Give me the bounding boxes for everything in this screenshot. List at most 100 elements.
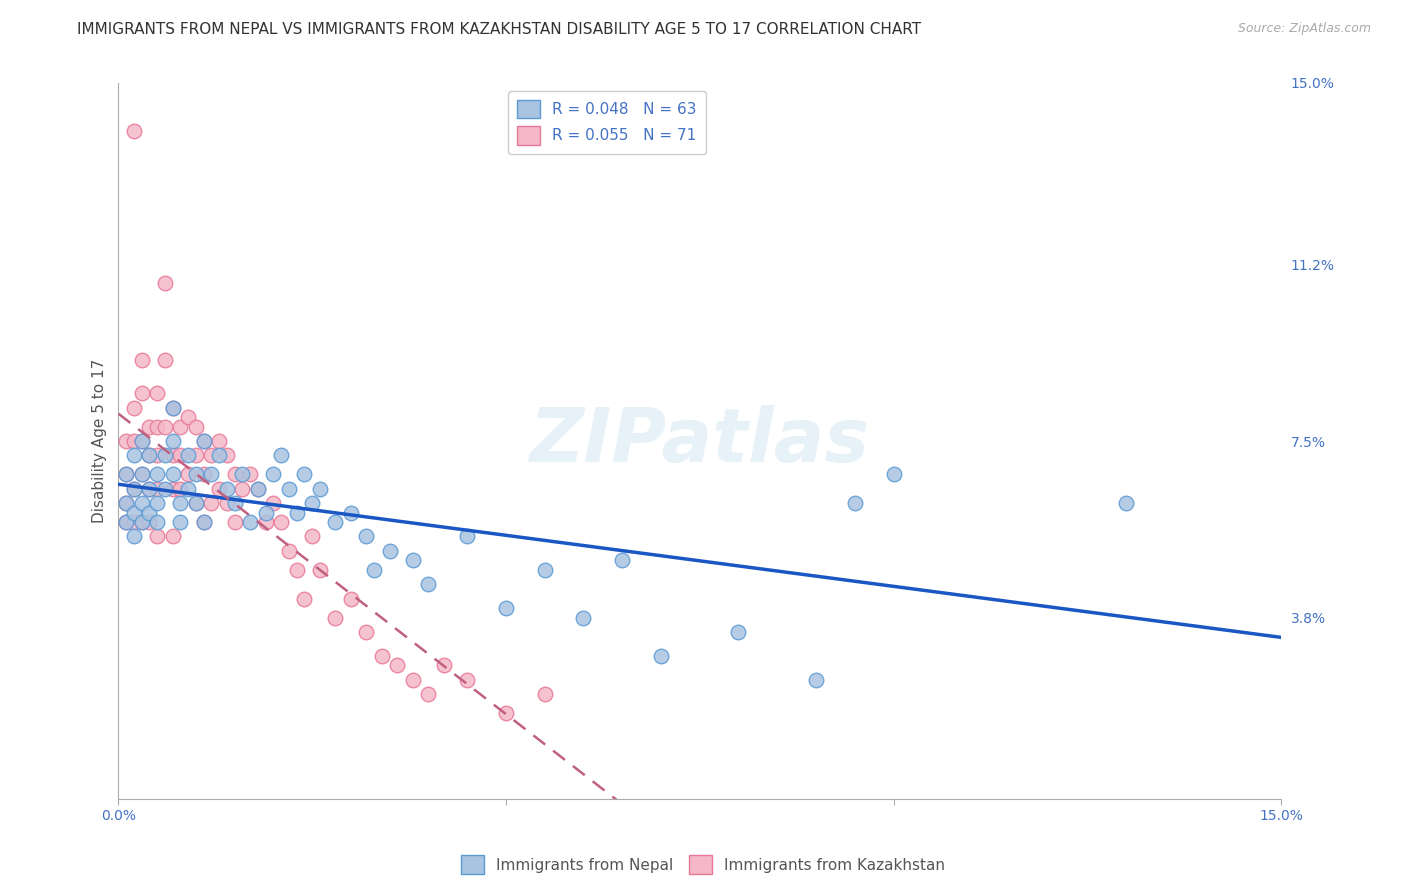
Point [138, 419, 160, 434]
Point [309, 563, 332, 577]
Point [193, 515, 215, 529]
Point [146, 419, 169, 434]
Point [285, 563, 308, 577]
Point [246, 482, 269, 496]
Point [122, 482, 145, 496]
Point [122, 529, 145, 543]
Point [122, 515, 145, 529]
Point [200, 496, 222, 510]
Point [138, 448, 160, 462]
Point [325, 515, 347, 529]
Point [146, 448, 169, 462]
Point [146, 515, 169, 529]
Point [456, 529, 478, 543]
Point [309, 482, 332, 496]
Point [650, 648, 672, 663]
Point [162, 482, 184, 496]
Point [200, 467, 222, 482]
Point [153, 277, 176, 291]
Y-axis label: Disability Age 5 to 17: Disability Age 5 to 17 [93, 359, 107, 523]
Point [153, 419, 176, 434]
Point [294, 467, 316, 482]
Point [184, 467, 207, 482]
Point [131, 515, 153, 529]
Point [169, 496, 191, 510]
Legend: R = 0.048   N = 63, R = 0.055   N = 71: R = 0.048 N = 63, R = 0.055 N = 71 [508, 91, 706, 153]
Point [356, 529, 378, 543]
Point [294, 591, 316, 606]
Point [177, 410, 200, 425]
Point [262, 496, 284, 510]
Point [138, 506, 160, 520]
Point [193, 467, 215, 482]
Point [122, 448, 145, 462]
Point [146, 386, 169, 401]
Point [262, 467, 284, 482]
Point [270, 448, 292, 462]
Point [138, 482, 160, 496]
Point [246, 482, 269, 496]
Point [193, 434, 215, 448]
Point [340, 506, 363, 520]
Point [433, 658, 456, 673]
Point [169, 448, 191, 462]
Point [138, 448, 160, 462]
Point [122, 401, 145, 415]
Text: Source: ZipAtlas.com: Source: ZipAtlas.com [1237, 22, 1371, 36]
Point [612, 553, 634, 567]
Text: ZIPatlas: ZIPatlas [530, 404, 870, 477]
Point [162, 434, 184, 448]
Point [131, 515, 153, 529]
Point [418, 687, 440, 701]
Point [363, 563, 385, 577]
Point [727, 624, 749, 639]
Point [215, 496, 238, 510]
Point [115, 467, 138, 482]
Point [122, 482, 145, 496]
Point [146, 496, 169, 510]
Point [325, 610, 347, 624]
Point [572, 610, 595, 624]
Point [115, 496, 138, 510]
Point [131, 434, 153, 448]
Point [224, 467, 246, 482]
Point [215, 448, 238, 462]
Point [254, 506, 277, 520]
Point [162, 529, 184, 543]
Point [301, 496, 323, 510]
Point [1115, 496, 1137, 510]
Point [131, 467, 153, 482]
Point [193, 515, 215, 529]
Point [387, 658, 409, 673]
Point [270, 515, 292, 529]
Point [169, 482, 191, 496]
Point [131, 352, 153, 367]
Text: IMMIGRANTS FROM NEPAL VS IMMIGRANTS FROM KAZAKHSTAN DISABILITY AGE 5 TO 17 CORRE: IMMIGRANTS FROM NEPAL VS IMMIGRANTS FROM… [77, 22, 921, 37]
Point [371, 648, 394, 663]
Point [162, 467, 184, 482]
Point [254, 515, 277, 529]
Point [146, 467, 169, 482]
Point [146, 482, 169, 496]
Point [115, 467, 138, 482]
Point [177, 467, 200, 482]
Point [224, 496, 246, 510]
Point [131, 386, 153, 401]
Point [153, 448, 176, 462]
Point [131, 467, 153, 482]
Point [533, 687, 555, 701]
Point [184, 496, 207, 510]
Point [804, 673, 827, 687]
Point [231, 467, 253, 482]
Point [177, 448, 200, 462]
Point [138, 515, 160, 529]
Point [418, 577, 440, 591]
Point [402, 673, 425, 687]
Point [153, 352, 176, 367]
Legend: Immigrants from Nepal, Immigrants from Kazakhstan: Immigrants from Nepal, Immigrants from K… [456, 849, 950, 880]
Point [224, 515, 246, 529]
Point [115, 515, 138, 529]
Point [278, 543, 301, 558]
Point [138, 482, 160, 496]
Point [122, 124, 145, 138]
